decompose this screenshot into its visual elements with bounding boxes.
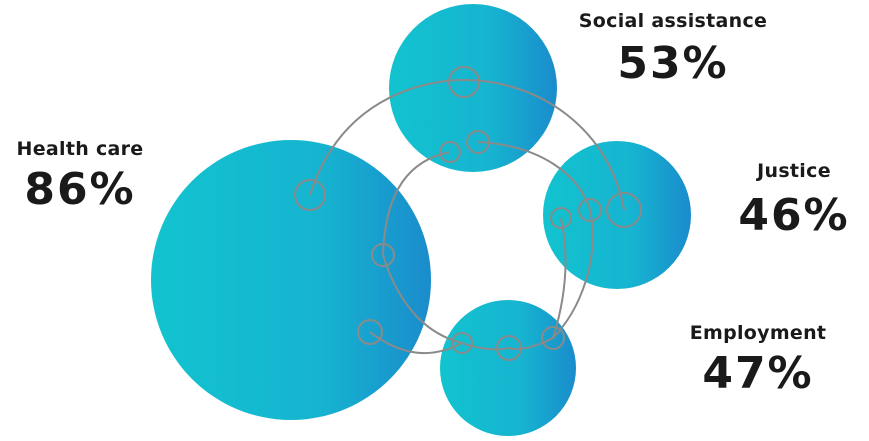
justice-connector-arc xyxy=(552,217,567,339)
bubble-employment xyxy=(440,300,576,436)
social-assistance-label: Social assistance 53% xyxy=(548,10,798,86)
connector-node xyxy=(451,332,473,354)
connector-node xyxy=(294,179,326,211)
employment-percent: 47% xyxy=(702,348,814,399)
outer-connector-ring xyxy=(309,78,625,211)
justice-name: Justice xyxy=(757,160,831,182)
inner-connector-ring xyxy=(382,141,594,351)
employment-label: Employment 47% xyxy=(668,322,848,396)
connector-node xyxy=(371,243,395,267)
social-assistance-percent: 53% xyxy=(617,38,729,89)
bubble-justice xyxy=(543,141,691,289)
connector-node xyxy=(439,141,461,163)
connector-node xyxy=(606,192,642,228)
social-assistance-name: Social assistance xyxy=(578,10,768,32)
connector-node xyxy=(466,130,490,154)
connector-node xyxy=(448,66,480,98)
connector-node xyxy=(578,198,602,222)
employment-name: Employment xyxy=(689,322,827,344)
health-care-label: Health care 86% xyxy=(6,138,154,212)
justice-percent: 46% xyxy=(738,190,850,241)
bubble-social-assistance xyxy=(389,4,557,172)
connector-node xyxy=(550,207,572,229)
bubble-health-care xyxy=(151,140,431,420)
connector-node xyxy=(541,326,565,350)
connector-node xyxy=(496,335,522,361)
health-care-percent: 86% xyxy=(24,164,136,215)
justice-label: Justice 46% xyxy=(720,160,868,238)
health-care-name: Health care xyxy=(16,138,144,160)
connector-node xyxy=(357,319,383,345)
